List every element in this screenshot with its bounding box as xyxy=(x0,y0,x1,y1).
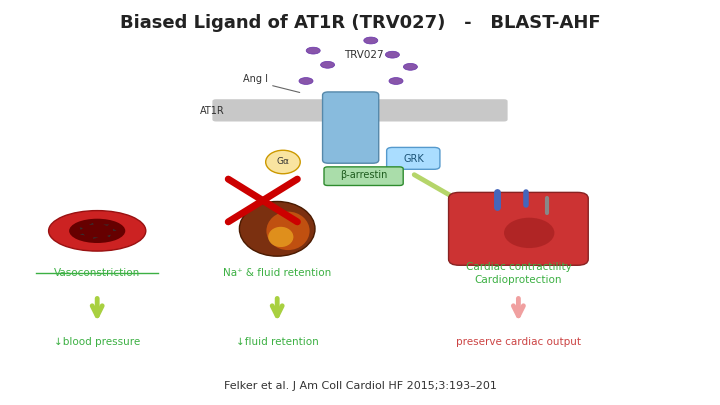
Text: TRV027: TRV027 xyxy=(343,50,384,60)
Polygon shape xyxy=(113,229,117,231)
Ellipse shape xyxy=(268,227,294,247)
Text: Gα: Gα xyxy=(276,158,289,166)
Text: Na⁺ & fluid retention: Na⁺ & fluid retention xyxy=(223,269,331,278)
Text: AT1R: AT1R xyxy=(200,107,225,116)
Polygon shape xyxy=(107,234,111,237)
Ellipse shape xyxy=(385,51,400,58)
Text: ↓fluid retention: ↓fluid retention xyxy=(236,337,318,347)
Text: Biased Ligand of AT1R (TRV027)   -   BLAST-AHF: Biased Ligand of AT1R (TRV027) - BLAST-A… xyxy=(120,14,600,32)
Polygon shape xyxy=(80,234,85,235)
Ellipse shape xyxy=(299,78,313,84)
Ellipse shape xyxy=(389,78,403,84)
Text: Felker et al. J Am Coll Cardiol HF 2015;3:193–201: Felker et al. J Am Coll Cardiol HF 2015;… xyxy=(224,381,496,391)
Polygon shape xyxy=(103,224,109,226)
Text: GRK: GRK xyxy=(404,154,424,164)
Polygon shape xyxy=(80,227,83,230)
Text: preserve cardiac output: preserve cardiac output xyxy=(456,337,581,347)
Ellipse shape xyxy=(320,62,335,68)
Ellipse shape xyxy=(306,47,320,54)
Text: Cardiac contractility
Cardioprotection: Cardiac contractility Cardioprotection xyxy=(466,262,571,285)
Ellipse shape xyxy=(69,219,125,243)
Ellipse shape xyxy=(266,211,310,250)
Ellipse shape xyxy=(239,201,315,256)
Text: Vasoconstriction: Vasoconstriction xyxy=(54,269,140,278)
Ellipse shape xyxy=(364,37,378,44)
FancyBboxPatch shape xyxy=(323,92,379,163)
Text: ↓blood pressure: ↓blood pressure xyxy=(54,337,140,347)
FancyBboxPatch shape xyxy=(387,147,440,169)
Ellipse shape xyxy=(403,64,418,70)
Text: Ang I: Ang I xyxy=(243,74,268,84)
Ellipse shape xyxy=(504,218,554,248)
FancyBboxPatch shape xyxy=(324,167,403,185)
Polygon shape xyxy=(89,223,94,225)
Polygon shape xyxy=(93,237,99,239)
Text: β-arrestin: β-arrestin xyxy=(340,171,387,180)
Ellipse shape xyxy=(49,211,145,251)
Ellipse shape xyxy=(266,150,300,174)
FancyBboxPatch shape xyxy=(212,99,508,122)
FancyBboxPatch shape xyxy=(449,192,588,265)
